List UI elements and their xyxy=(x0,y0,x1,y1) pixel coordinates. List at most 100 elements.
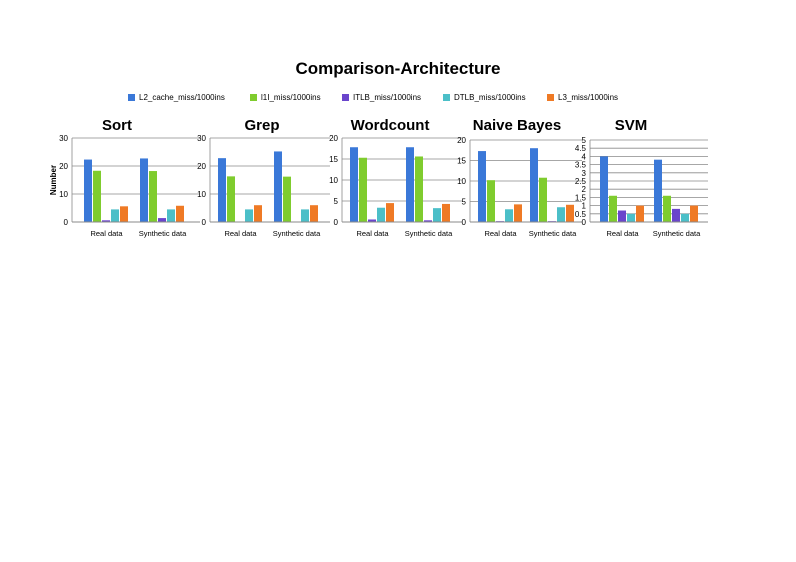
x-category-label: Synthetic data xyxy=(139,229,187,238)
x-category-label: Real data xyxy=(90,229,123,238)
legend-swatch-l3-miss xyxy=(547,94,554,101)
chart-title: Wordcount xyxy=(351,117,430,134)
bar-itlb-miss-1000ins-synthetic-data xyxy=(672,208,680,222)
bar-l2-cache-miss-1000ins-real-data xyxy=(218,158,226,222)
bar-l2-cache-miss-1000ins-synthetic-data xyxy=(654,159,662,222)
bar-l3-miss-1000ins-real-data xyxy=(386,203,394,222)
x-category-label: Synthetic data xyxy=(529,229,577,238)
chart-naive-bayes: Naive Bayes 0 5 10 15 20 Real data Synthetic da… xyxy=(457,117,582,238)
y-tick-label: 2 xyxy=(582,185,587,194)
bar-l3-miss-1000ins-synthetic-data xyxy=(690,205,698,222)
legend-label-itlb-miss: ITLB_miss/1000ins xyxy=(353,93,422,102)
bar-l1i-miss-1000ins-synthetic-data xyxy=(539,177,547,222)
y-tick-label: 1 xyxy=(582,202,587,211)
bar-l1i-miss-1000ins-synthetic-data xyxy=(149,171,157,222)
bar-l3-miss-1000ins-synthetic-data xyxy=(566,204,574,222)
bar-l1i-miss-1000ins-real-data xyxy=(359,157,367,222)
y-tick-label: 10 xyxy=(329,176,338,185)
x-category-label: Real data xyxy=(606,229,639,238)
bar-l3-miss-1000ins-synthetic-data xyxy=(442,203,450,222)
x-category-label: Synthetic data xyxy=(273,229,321,238)
bar-l3-miss-1000ins-real-data xyxy=(120,206,128,222)
bar-dtlb-miss-1000ins-real-data xyxy=(111,209,119,222)
figure-title: Comparison-Architecture xyxy=(295,59,501,78)
bar-dtlb-miss-1000ins-synthetic-data xyxy=(681,213,689,222)
y-tick-label: 20 xyxy=(197,162,206,171)
legend-swatch-dtlb-miss xyxy=(443,94,450,101)
bar-dtlb-miss-1000ins-synthetic-data xyxy=(167,209,175,222)
y-tick-label: 10 xyxy=(457,177,466,186)
bar-l2-cache-miss-1000ins-synthetic-data xyxy=(406,147,414,222)
y-tick-label: 20 xyxy=(329,134,338,143)
bar-dtlb-miss-1000ins-real-data xyxy=(505,209,513,222)
y-tick-label: 0 xyxy=(64,218,69,227)
bar-l2-cache-miss-1000ins-real-data xyxy=(350,147,358,222)
y-axis-label: Number xyxy=(49,165,58,195)
bar-itlb-miss-1000ins-real-data xyxy=(618,210,626,222)
legend-swatch-l1i-miss xyxy=(250,94,257,101)
y-tick-label: 0 xyxy=(334,218,339,227)
y-tick-label: 5 xyxy=(462,198,467,207)
legend-label-dtlb-miss: DTLB_miss/1000ins xyxy=(454,93,526,102)
y-tick-label: 5 xyxy=(582,136,587,145)
bar-l1i-miss-1000ins-real-data xyxy=(93,170,101,222)
y-tick-label: 0 xyxy=(462,218,467,227)
bar-l2-cache-miss-1000ins-synthetic-data xyxy=(530,148,538,222)
x-category-label: Real data xyxy=(224,229,257,238)
bar-l2-cache-miss-1000ins-real-data xyxy=(600,156,608,222)
y-tick-label: 3.5 xyxy=(575,161,587,170)
y-tick-label: 15 xyxy=(329,155,338,164)
legend-swatch-l2-cache-miss xyxy=(128,94,135,101)
bar-dtlb-miss-1000ins-synthetic-data xyxy=(433,208,441,222)
chart-title: SVM xyxy=(615,117,648,134)
bar-dtlb-miss-1000ins-synthetic-data xyxy=(301,209,309,222)
x-category-label: Real data xyxy=(484,229,517,238)
y-tick-label: 15 xyxy=(457,157,466,166)
chart-title: Naive Bayes xyxy=(473,117,561,134)
bar-l1i-miss-1000ins-synthetic-data xyxy=(663,195,671,222)
chart-wordcount: Wordcount 0 5 10 15 20 Real data Synthetic data xyxy=(329,117,462,238)
legend: L2_cache_miss/1000ins l1I_miss/1000ins I… xyxy=(0,91,796,105)
y-tick-label: 4 xyxy=(582,152,587,161)
y-tick-label: 5 xyxy=(334,197,339,206)
bar-itlb-miss-1000ins-synthetic-data xyxy=(158,218,166,222)
legend-label-l1i-miss: l1I_miss/1000ins xyxy=(261,93,321,102)
y-tick-label: 20 xyxy=(457,136,466,145)
bar-l1i-miss-1000ins-synthetic-data xyxy=(415,156,423,222)
y-tick-label: 3 xyxy=(582,169,587,178)
bar-itlb-miss-1000ins-real-data xyxy=(368,219,376,222)
y-tick-label: 0 xyxy=(582,218,587,227)
bar-l1i-miss-1000ins-real-data xyxy=(227,176,235,222)
bar-l3-miss-1000ins-real-data xyxy=(514,204,522,222)
chart-grep: Grep 0 10 20 30 Real data Synthetic data xyxy=(197,117,330,238)
chart-sort: Sort 0 10 20 30 Number Real data Synthetic data xyxy=(49,117,200,238)
y-tick-label: 20 xyxy=(59,162,68,171)
bar-itlb-miss-1000ins-real-data xyxy=(102,220,110,222)
y-tick-label: 4.5 xyxy=(575,144,587,153)
bar-l2-cache-miss-1000ins-synthetic-data xyxy=(140,158,148,222)
y-tick-label: 30 xyxy=(197,134,206,143)
bar-l1i-miss-1000ins-synthetic-data xyxy=(283,176,291,222)
bar-dtlb-miss-1000ins-real-data xyxy=(627,213,635,222)
x-category-label: Synthetic data xyxy=(405,229,453,238)
y-tick-label: 0.5 xyxy=(575,210,587,219)
x-category-label: Synthetic data xyxy=(653,229,701,238)
chart-title: Sort xyxy=(102,117,132,134)
chart-title: Grep xyxy=(244,117,279,134)
y-tick-label: 30 xyxy=(59,134,68,143)
bar-dtlb-miss-1000ins-real-data xyxy=(377,207,385,222)
legend-label-l2-cache-miss: L2_cache_miss/1000ins xyxy=(139,93,225,102)
y-tick-label: 0 xyxy=(202,218,207,227)
bar-l3-miss-1000ins-synthetic-data xyxy=(310,205,318,222)
bar-l2-cache-miss-1000ins-real-data xyxy=(84,159,92,222)
bar-l3-miss-1000ins-real-data xyxy=(254,205,262,222)
bar-dtlb-miss-1000ins-synthetic-data xyxy=(557,207,565,222)
x-category-label: Real data xyxy=(356,229,389,238)
bar-dtlb-miss-1000ins-real-data xyxy=(245,209,253,222)
legend-label-l3-miss: L3_miss/1000ins xyxy=(558,93,619,102)
y-tick-label: 10 xyxy=(197,190,206,199)
bar-itlb-miss-1000ins-synthetic-data xyxy=(424,220,432,222)
y-tick-label: 10 xyxy=(59,190,68,199)
bar-l3-miss-1000ins-synthetic-data xyxy=(176,205,184,222)
legend-swatch-itlb-miss xyxy=(342,94,349,101)
